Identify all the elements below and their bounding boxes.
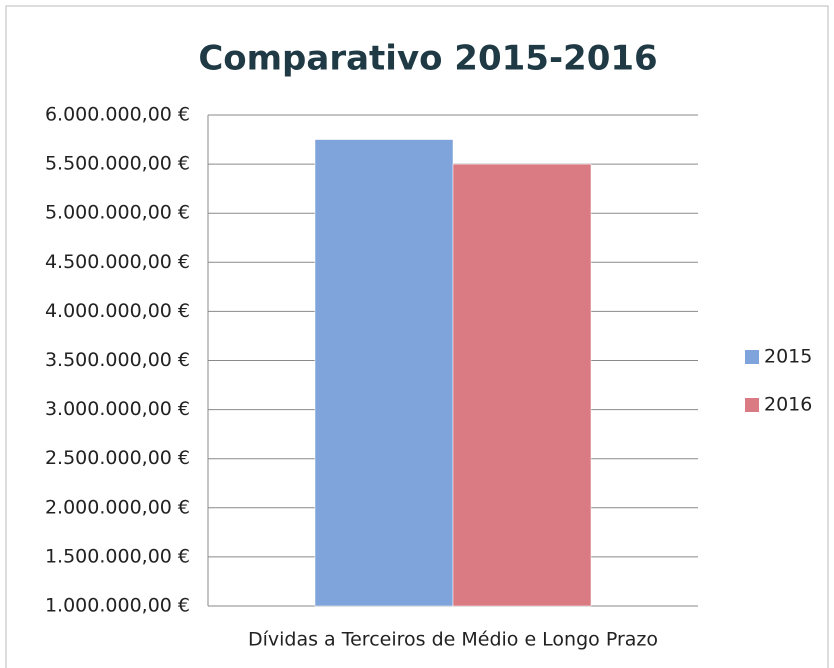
y-tick-label: 4.000.000,00 € <box>45 300 190 322</box>
chart-title: Comparativo 2015-2016 <box>198 39 657 79</box>
legend-swatch <box>745 350 759 364</box>
y-tick-label: 2.000.000,00 € <box>45 496 190 518</box>
y-tick-label: 3.500.000,00 € <box>45 349 190 371</box>
y-tick-label: 5.500.000,00 € <box>45 153 190 175</box>
y-tick-label: 5.000.000,00 € <box>45 202 190 224</box>
bar <box>314 139 454 607</box>
y-tick-label: 2.500.000,00 € <box>45 447 190 469</box>
bar <box>452 163 592 607</box>
y-tick-label: 4.500.000,00 € <box>45 251 190 273</box>
legend-label: 2016 <box>764 394 812 416</box>
y-tick-label: 3.000.000,00 € <box>45 398 190 420</box>
y-tick-label: 6.000.000,00 € <box>45 104 190 126</box>
y-tick-label: 1.000.000,00 € <box>45 595 190 617</box>
legend-swatch <box>745 398 759 412</box>
y-tick-label: 1.500.000,00 € <box>45 545 190 567</box>
x-tick-label: Dívidas a Terceiros de Médio e Longo Pra… <box>248 629 658 651</box>
legend-label: 2015 <box>764 346 812 368</box>
